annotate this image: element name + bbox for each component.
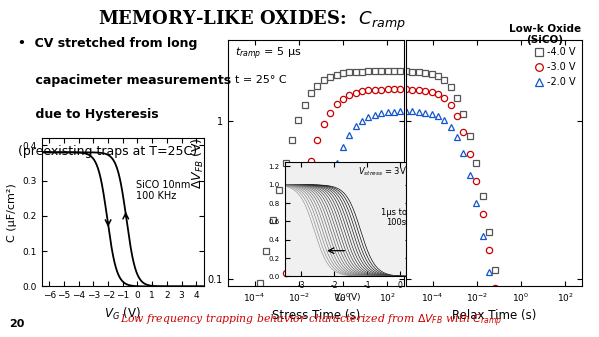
Text: 1μs to
100s: 1μs to 100s [380, 208, 407, 227]
X-axis label: $V_G$ (V): $V_G$ (V) [333, 292, 362, 304]
Text: $t_{ramp}$ = 5 μs: $t_{ramp}$ = 5 μs [235, 45, 301, 62]
Text: Low-k Oxide
(SiCO): Low-k Oxide (SiCO) [509, 24, 581, 45]
Text: due to Hysteresis: due to Hysteresis [18, 108, 159, 121]
Y-axis label: $\Delta V_{FB}$ (V): $\Delta V_{FB}$ (V) [190, 137, 206, 189]
Text: $V_{stress}$ = 3V: $V_{stress}$ = 3V [358, 165, 407, 178]
Text: MEMORY-LIKE OXIDES:  $C_{ramp}$: MEMORY-LIKE OXIDES: $C_{ramp}$ [98, 8, 406, 33]
Text: (preexisting traps at T=25C): (preexisting traps at T=25C) [18, 145, 197, 158]
Y-axis label: C (μF/cm²): C (μF/cm²) [7, 183, 17, 242]
Text: capacimeter measurements: capacimeter measurements [18, 74, 231, 87]
X-axis label: Relax Time (s): Relax Time (s) [452, 309, 536, 322]
Text: 20: 20 [9, 318, 25, 329]
Text: Low frequency trapping behavior characterized from $\Delta V_{FB}$ with $C_{ramp: Low frequency trapping behavior characte… [120, 312, 503, 329]
Text: SiCO 10nm
100 KHz: SiCO 10nm 100 KHz [136, 180, 190, 201]
Text: •  CV stretched from long: • CV stretched from long [18, 37, 197, 50]
X-axis label: $V_G$ (V): $V_G$ (V) [104, 306, 141, 322]
X-axis label: Stress Time (s): Stress Time (s) [272, 309, 360, 322]
Legend: -4.0 V, -3.0 V, -2.0 V: -4.0 V, -3.0 V, -2.0 V [533, 45, 577, 89]
Text: t = 25° C: t = 25° C [235, 75, 286, 85]
